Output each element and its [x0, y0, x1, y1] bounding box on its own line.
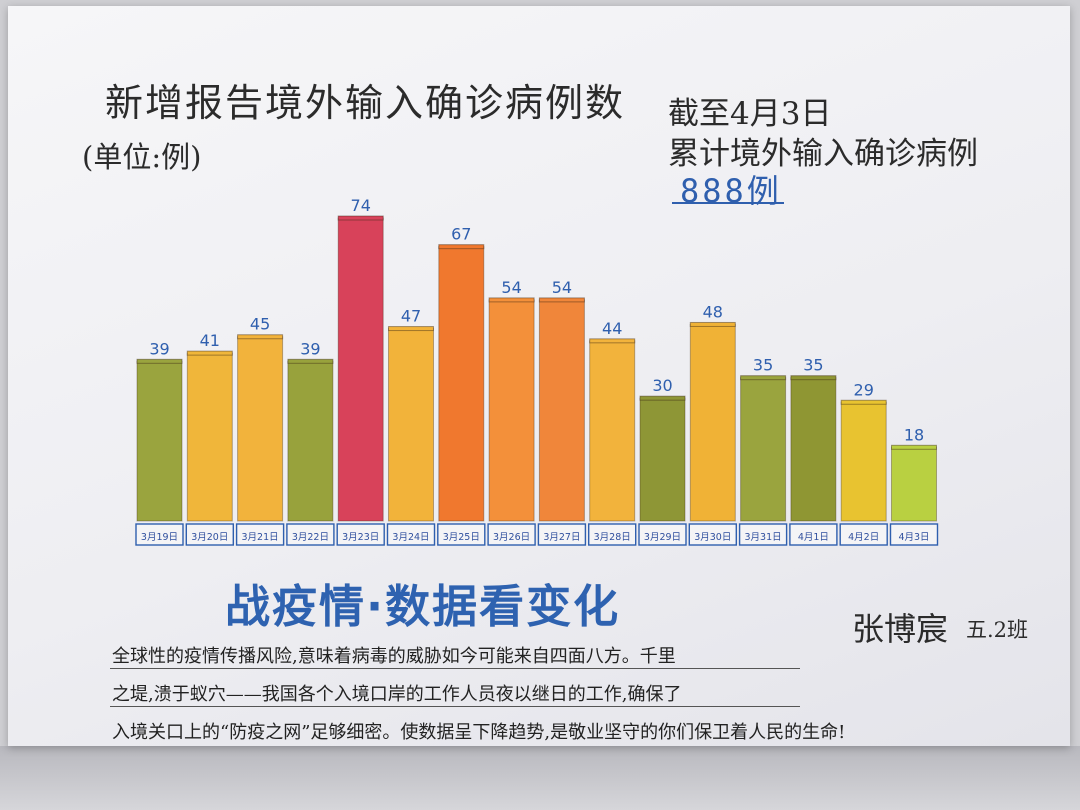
bar-9 [538, 299, 585, 522]
date-box-14 [789, 523, 838, 546]
unit-label: (单位:例) [82, 140, 202, 174]
value-label-8: 54 [501, 278, 521, 297]
date-label-13: 3月31日 [745, 532, 782, 543]
date-box-1 [135, 523, 184, 546]
bar-1 [136, 360, 183, 522]
date-box-13 [738, 523, 788, 546]
value-label-6: 47 [401, 307, 421, 326]
paragraph-line-1: 全球性的疫情传播风险,意味着病毒的威胁如今可能来自四面八方。千里 [112, 646, 676, 667]
bar-8 [488, 299, 535, 522]
date-box-9 [537, 523, 587, 546]
date-box-10 [588, 523, 637, 546]
value-label-10: 44 [602, 319, 622, 338]
bar-cap-10 [589, 338, 636, 344]
bar-cap-15 [840, 399, 887, 405]
date-box-12 [688, 523, 737, 546]
bar-15 [840, 401, 887, 522]
bar-cap-9 [538, 297, 585, 303]
date-label-6: 3月24日 [392, 532, 429, 543]
date-label-12: 3月30日 [694, 532, 731, 543]
paper-sheet [8, 6, 1070, 746]
cumulative-label: 累计境外输入确诊病例 [668, 136, 978, 172]
bar-cap-2 [186, 350, 233, 356]
paragraph-line-3: 入境关口上的“防疫之网”足够细密。使数据呈下降趋势,是敬业坚守的你们保卫着人民的… [112, 722, 846, 743]
date-box-15 [839, 523, 888, 546]
bar-12 [689, 323, 736, 522]
table-surface [0, 746, 1080, 810]
paragraph-underline-1 [110, 668, 800, 669]
value-label-12: 48 [703, 302, 723, 321]
date-box-7 [437, 523, 486, 546]
value-label-9: 54 [552, 278, 572, 297]
bar-14 [790, 377, 837, 522]
bar-10 [589, 340, 636, 522]
date-box-2 [185, 523, 235, 546]
bar-16 [891, 446, 937, 522]
bar-cap-1 [136, 358, 183, 364]
date-label-8: 3月26日 [493, 532, 530, 543]
value-label-14: 35 [803, 356, 823, 375]
paragraph-underline-2 [110, 706, 800, 707]
author-name: 张博宸 [852, 610, 949, 648]
total-underline [672, 202, 784, 204]
value-label-7: 67 [451, 225, 471, 244]
date-box-5 [336, 523, 385, 546]
paragraph-line-2: 之堤,溃于蚁穴——我国各个入境口岸的工作人员夜以继日的工作,确保了 [112, 684, 682, 705]
bar-cap-4 [287, 358, 334, 364]
bar-11 [639, 397, 686, 522]
date-box-11 [638, 523, 687, 546]
bar-cap-11 [639, 395, 686, 401]
bar-cap-14 [790, 375, 837, 381]
date-label-5: 3月23日 [342, 532, 379, 543]
bar-cap-6 [388, 326, 434, 332]
date-label-14: 4月1日 [798, 532, 829, 543]
date-label-10: 3月28日 [594, 532, 631, 543]
date-label-7: 3月25日 [443, 532, 480, 543]
bar-cap-5 [337, 215, 384, 221]
value-label-5: 74 [351, 196, 371, 215]
bar-2 [186, 352, 233, 522]
date-label-11: 3月29日 [644, 532, 681, 543]
bar-3 [237, 336, 284, 522]
value-label-11: 30 [652, 376, 672, 395]
date-box-4 [286, 523, 335, 546]
bar-cap-7 [438, 244, 485, 250]
date-box-3 [235, 523, 285, 546]
author-class: 五.2班 [966, 618, 1029, 642]
value-label-3: 45 [250, 315, 270, 334]
bar-6 [388, 328, 434, 522]
bar-7 [438, 246, 485, 522]
date-label-16: 4月3日 [898, 532, 929, 543]
bar-13 [740, 377, 787, 522]
chart-title: 新增报告境外输入确诊病例数 [105, 81, 626, 125]
value-label-13: 35 [753, 356, 773, 375]
bar-5 [337, 217, 384, 522]
bar-cap-8 [488, 297, 535, 303]
date-label-15: 4月2日 [848, 532, 879, 543]
date-label-1: 3月19日 [141, 532, 178, 543]
date-box-16 [889, 523, 939, 546]
date-label-3: 3月21日 [242, 532, 279, 543]
value-label-15: 29 [854, 380, 874, 399]
value-label-2: 41 [200, 331, 220, 350]
bar-cap-16 [891, 444, 937, 450]
bar-4 [287, 360, 334, 522]
value-label-1: 39 [149, 339, 169, 358]
date-box-6 [386, 523, 436, 546]
date-label-9: 3月27日 [543, 532, 580, 543]
bar-cap-3 [237, 334, 284, 340]
value-label-16: 18 [904, 425, 924, 444]
slogan-heading: 战疫情·数据看变化 [225, 580, 621, 633]
bar-cap-13 [740, 375, 787, 381]
date-label-2: 3月20日 [191, 532, 228, 543]
cutoff-date-label: 截至4月3日 [668, 96, 832, 132]
value-label-4: 39 [300, 339, 320, 358]
date-box-8 [487, 523, 536, 546]
date-label-4: 3月22日 [292, 532, 329, 543]
bar-cap-12 [689, 321, 736, 327]
